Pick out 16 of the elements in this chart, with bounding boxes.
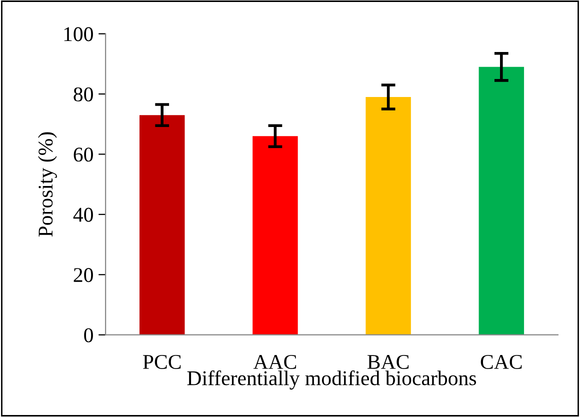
y-axis-title: Porosity (%) (38, 132, 57, 237)
x-tick-label: BAC (367, 354, 409, 369)
bar (252, 136, 298, 335)
x-tick-label: PCC (143, 354, 181, 369)
bar (366, 97, 411, 335)
y-tick-label: 40 (73, 208, 93, 222)
y-tick-label: 20 (74, 268, 93, 282)
bar (478, 66, 524, 335)
y-tick-label: 80 (74, 87, 93, 102)
x-tick-label: AAC (253, 354, 296, 369)
y-tick-label: 100 (64, 27, 93, 42)
bar (139, 115, 185, 335)
x-tick-label: CAC (480, 354, 522, 369)
x-axis-title: Differentially modified biocarbons (187, 370, 476, 390)
y-tick-label: 60 (74, 148, 93, 162)
y-tick-label: 0 (84, 328, 93, 342)
